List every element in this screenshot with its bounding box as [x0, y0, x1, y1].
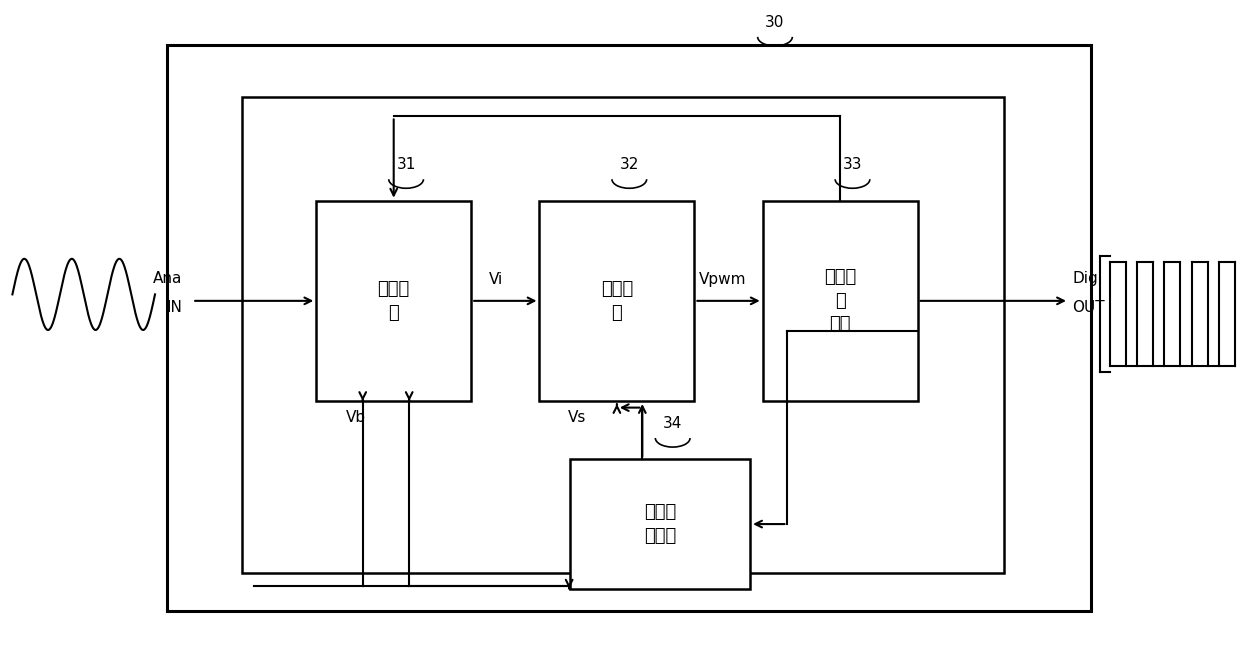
Text: Vs: Vs	[568, 410, 585, 425]
Text: 削波抑
制模块: 削波抑 制模块	[644, 503, 677, 545]
Text: IN: IN	[166, 300, 182, 315]
Text: 33: 33	[843, 157, 862, 173]
Text: 比较模
块: 比较模 块	[600, 280, 634, 322]
Text: 31: 31	[397, 157, 415, 173]
Text: Dig: Dig	[1073, 270, 1099, 286]
Text: Vi: Vi	[489, 272, 503, 287]
FancyBboxPatch shape	[316, 201, 471, 401]
Text: OUT: OUT	[1073, 300, 1105, 315]
Text: Vb: Vb	[346, 410, 366, 425]
Text: 34: 34	[663, 416, 682, 432]
FancyBboxPatch shape	[167, 45, 1091, 611]
FancyBboxPatch shape	[570, 459, 750, 589]
Text: Vpwm: Vpwm	[699, 272, 746, 287]
FancyBboxPatch shape	[763, 201, 918, 401]
Text: 32: 32	[620, 157, 639, 173]
Text: Ana: Ana	[153, 270, 182, 286]
Text: 30: 30	[765, 15, 785, 30]
FancyBboxPatch shape	[242, 97, 1004, 573]
FancyBboxPatch shape	[539, 201, 694, 401]
Text: 功率输
出
模块: 功率输 出 模块	[823, 269, 857, 333]
Text: 滤波模
块: 滤波模 块	[377, 280, 410, 322]
